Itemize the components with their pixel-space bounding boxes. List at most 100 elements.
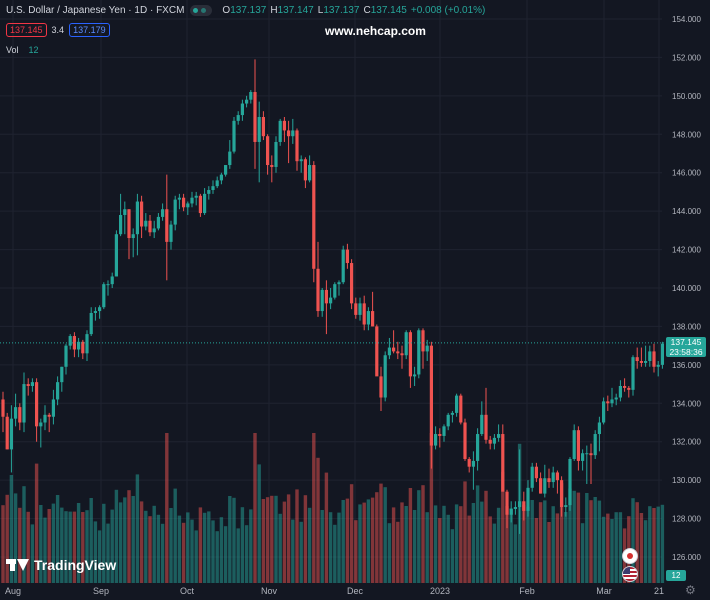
symbol-legend: U.S. Dollar / Japanese Yen · 1D · FXCM O… [6, 5, 485, 16]
candle-body [480, 414, 484, 435]
price-tick-label: 140.000 [672, 284, 701, 293]
candles [1, 59, 664, 534]
volume-bar [316, 457, 320, 583]
volume-bar [555, 513, 560, 583]
gear-icon[interactable]: ⚙ [685, 583, 696, 597]
price-tick-label: 142.000 [672, 246, 701, 255]
jp-flag-icon[interactable] [622, 548, 638, 564]
volume-bar [295, 489, 299, 583]
candle-body [329, 297, 333, 304]
volume-bar [534, 518, 539, 583]
candle-body [9, 418, 13, 450]
buy-button[interactable]: 137.179 [69, 23, 110, 37]
volume-bar [202, 512, 207, 583]
candle-body [320, 289, 324, 312]
volume-bar [643, 520, 648, 583]
candle-body [287, 130, 291, 137]
candle-body [274, 141, 278, 167]
candle-body [43, 414, 47, 423]
volume-bar [274, 495, 278, 583]
volume-bar [345, 498, 350, 583]
candle-body [564, 505, 568, 508]
price-tick-label: 130.000 [672, 476, 701, 485]
sell-button[interactable]: 137.145 [6, 23, 47, 37]
price-tick-label: 128.000 [672, 515, 701, 524]
time-tick-label: 21 [654, 586, 664, 596]
candle-body [560, 480, 564, 508]
volume-bar [438, 518, 442, 583]
candle-body [14, 407, 18, 419]
volume-bar [190, 519, 194, 583]
trade-row: 137.145 3.4 137.179 [6, 23, 110, 37]
volume-bar [177, 515, 182, 583]
volume-legend: Vol 12 [6, 45, 39, 55]
candle-body [467, 459, 471, 467]
price-tick-label: 138.000 [672, 322, 701, 331]
volume-bars [1, 433, 665, 583]
price-tick-label: 132.000 [672, 438, 701, 447]
candle-body [253, 92, 257, 142]
symbol-title[interactable]: U.S. Dollar / Japanese Yen · 1D · FXCM [6, 5, 185, 16]
tradingview-logo[interactable]: TradingView [6, 557, 116, 573]
volume-bar [375, 492, 379, 583]
candle-body [211, 186, 215, 191]
volume-bar [433, 505, 438, 583]
price-tick-label: 146.000 [672, 169, 701, 178]
candle-body [572, 430, 576, 460]
volume-bar [417, 490, 421, 583]
last-price-label: 137.145 23:58:36 [666, 337, 706, 357]
candle-body [656, 364, 660, 367]
candle-body [161, 209, 165, 217]
candle-body [652, 351, 656, 367]
volume-bar [106, 523, 110, 583]
volume-bar [76, 503, 81, 583]
candle-body [396, 351, 400, 354]
volume-bar [492, 523, 497, 583]
volume-bar [463, 481, 467, 583]
candle-body [257, 116, 261, 142]
volume-bar [81, 512, 85, 583]
us-flag-icon[interactable] [622, 566, 638, 582]
candle-body [530, 466, 534, 488]
volume-bar [118, 502, 123, 583]
candle-body [463, 422, 467, 460]
volume-bar [618, 512, 623, 583]
volume-bar [538, 502, 543, 583]
price-tick-label: 154.000 [672, 15, 701, 24]
candle-body [501, 434, 505, 492]
time-tick-label: Oct [180, 586, 195, 596]
candle-body [337, 282, 341, 285]
candle-body [110, 276, 114, 285]
candle-body [198, 195, 202, 214]
candle-body [291, 130, 295, 137]
volume-bar [127, 490, 131, 583]
volume-value: 12 [28, 45, 39, 55]
candle-body [623, 385, 627, 388]
volume-bar [421, 485, 425, 583]
volume-bar [425, 512, 429, 583]
volume-bar [391, 507, 396, 583]
volume-bar [593, 497, 597, 583]
high-value: 137.147 [277, 5, 314, 16]
volume-label[interactable]: Vol [6, 45, 19, 55]
candle-body [459, 395, 463, 423]
volume-bar [93, 521, 98, 583]
candle-body [547, 478, 551, 483]
volume-bar [354, 520, 358, 583]
candle-body [114, 234, 118, 277]
candle-body [471, 460, 475, 467]
candle-body [165, 209, 169, 242]
volume-bar [240, 507, 245, 583]
candle-body [177, 197, 181, 200]
volume-axis-label: 12 [666, 570, 686, 581]
candle-body [203, 193, 207, 214]
candle-body [581, 453, 585, 461]
candle-body [278, 120, 282, 142]
price-tick-label: 148.000 [672, 130, 701, 139]
candle-body [589, 453, 593, 456]
volume-bar [72, 511, 77, 583]
candle-body [173, 199, 177, 225]
price-tick-label: 136.000 [672, 361, 701, 370]
price-tick-label: 152.000 [672, 53, 701, 62]
